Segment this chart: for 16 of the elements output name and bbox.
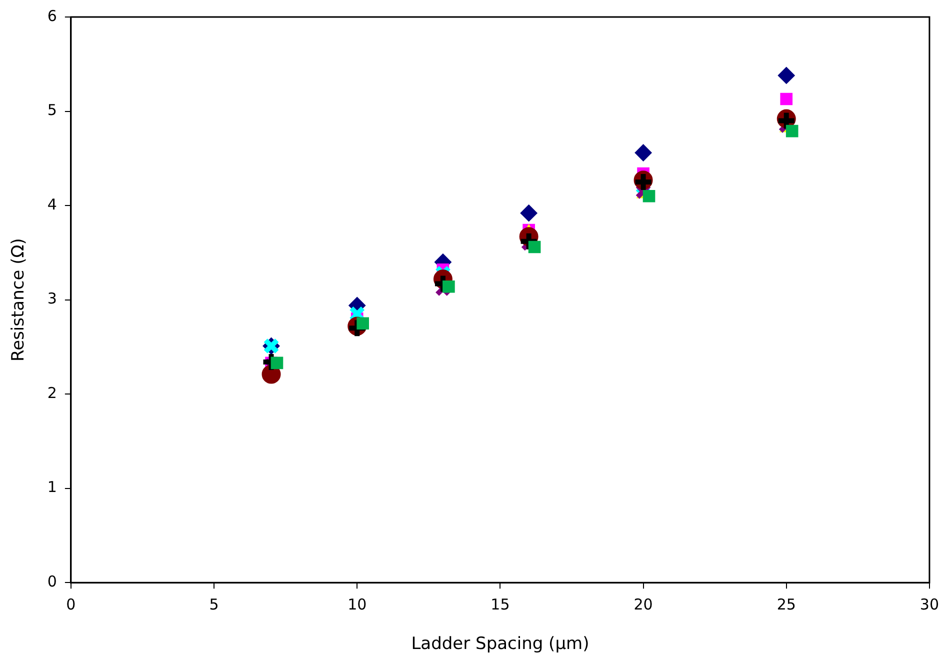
y-axis-title: Resistance (Ω) — [8, 238, 29, 362]
x-tick-label: 25 — [776, 595, 796, 614]
y-tick-label: 2 — [47, 384, 57, 402]
x-tick-label: 20 — [634, 595, 653, 614]
y-tick-label: 0 — [47, 572, 57, 590]
x-tick-label: 10 — [348, 595, 367, 614]
x-axis-title: Ladder Spacing (µm) — [411, 634, 590, 654]
y-tick-label: 6 — [47, 6, 57, 25]
y-tick-label: 1 — [47, 478, 57, 496]
x-tick-label: 5 — [209, 595, 219, 614]
y-tick-label: 4 — [47, 195, 57, 214]
x-tick-label: 15 — [490, 595, 510, 614]
y-tick-label: 5 — [47, 101, 57, 120]
x-tick-label: 0 — [66, 595, 76, 614]
x-tick-label: 30 — [920, 595, 940, 614]
y-tick-label: 3 — [47, 290, 57, 308]
